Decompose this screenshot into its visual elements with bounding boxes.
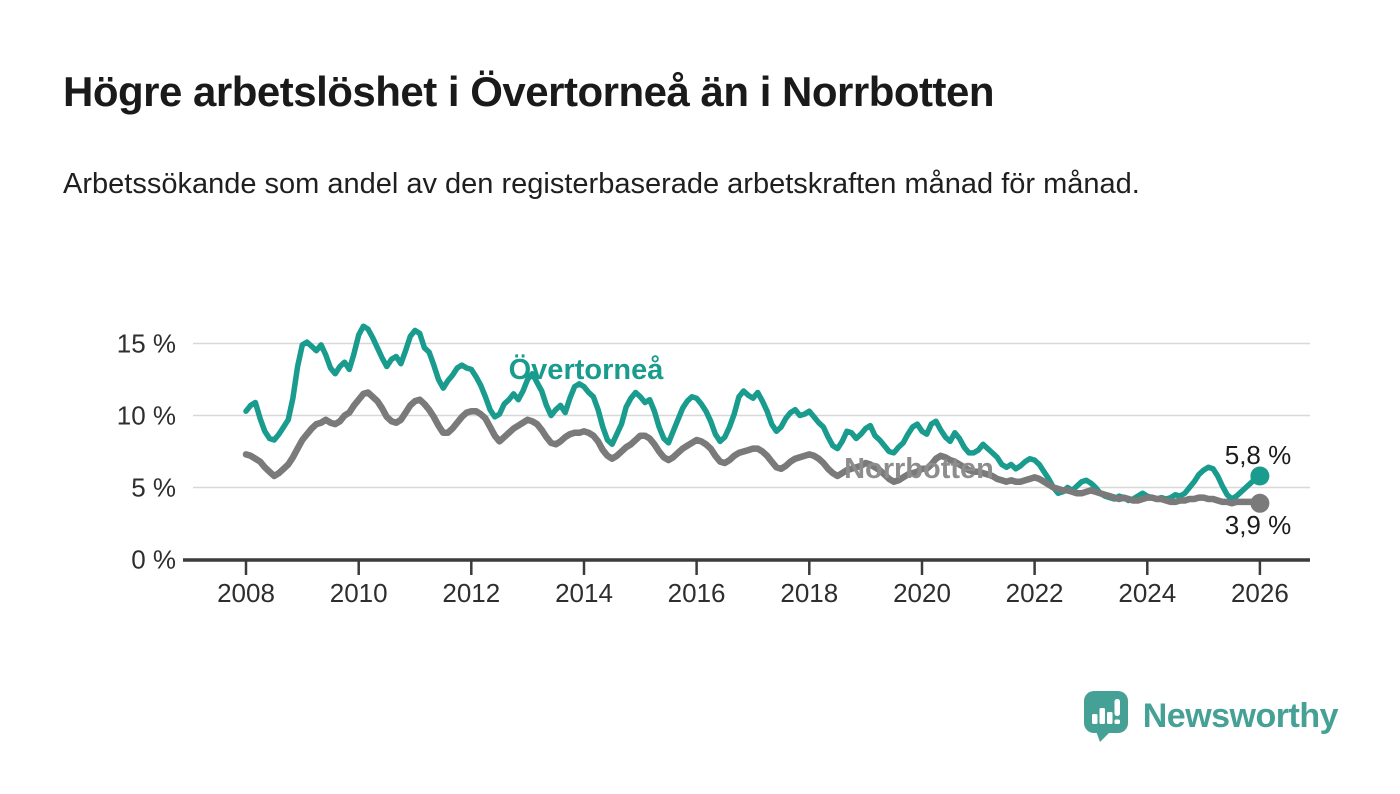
brand-name: Newsworthy [1142, 696, 1339, 735]
x-tick-label: 2018 [780, 578, 838, 608]
newsworthy-speech-bubble-chart-icon [1083, 691, 1128, 742]
x-tick-label: 2026 [1231, 578, 1289, 608]
x-tick-label: 2022 [1006, 578, 1064, 608]
series-end-value-label: 3,9 % [1225, 510, 1292, 540]
x-tick-label: 2020 [893, 578, 951, 608]
page-title: Högre arbetslöshet i Övertorneå än i Nor… [63, 68, 995, 115]
y-tick-label: 10 % [117, 401, 176, 431]
chart-subtitle: Arbetssökande som andel av den registerb… [63, 168, 1140, 200]
brand-footer: Newsworthy [1083, 690, 1339, 742]
y-tick-label: 5 % [131, 473, 176, 503]
series-end-value-label: 5,8 % [1225, 440, 1292, 470]
x-tick-label: 2016 [668, 578, 726, 608]
x-tick-label: 2008 [217, 578, 275, 608]
series-label: Övertorneå [509, 353, 665, 386]
x-tick-label: 2024 [1118, 578, 1176, 608]
y-tick-label: 0 % [131, 545, 176, 575]
y-tick-label: 15 % [117, 329, 176, 359]
series-end-dot [1250, 466, 1270, 486]
x-tick-label: 2010 [330, 578, 388, 608]
series-line-norrbotten [242, 389, 1264, 507]
series-label: Norrbotten [844, 453, 994, 485]
series-line-overtornea [243, 323, 1263, 504]
series-end-dot [1250, 493, 1270, 513]
x-tick-label: 2012 [442, 578, 500, 608]
x-tick-label: 2014 [555, 578, 613, 608]
